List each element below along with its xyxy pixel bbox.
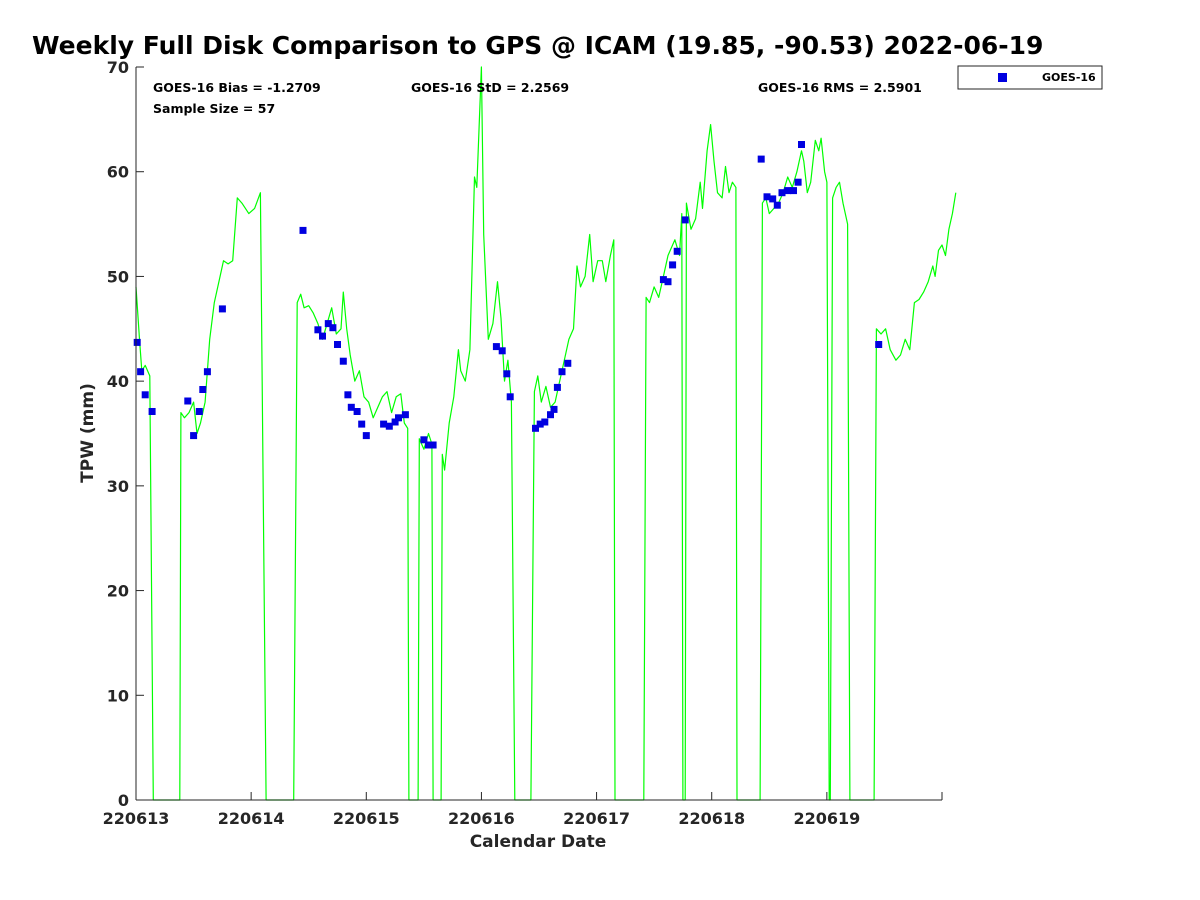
goes16-point [339,357,347,365]
x-tick-label: 220619 [793,809,860,828]
goes16-point [763,193,771,201]
goes16-point [492,343,500,351]
goes16-point [798,141,805,148]
x-tick-label: 220618 [678,809,745,828]
sample-size-stat: Sample Size = 57 [153,101,275,116]
goes16-point [425,441,432,449]
goes16-point [137,368,145,376]
x-tick-label: 220616 [448,809,515,828]
std-stat: GOES-16 StD = 2.2569 [411,80,569,95]
goes16-point [420,436,428,444]
goes16-point [669,261,677,269]
goes16-point [353,408,361,415]
x-tick-label: 220617 [563,809,630,828]
goes16-point [203,368,211,376]
legend-marker [998,73,1007,82]
goes16-point [148,408,156,415]
goes16-point [778,189,786,197]
goes16-point [790,187,797,195]
goes16-point [498,347,506,355]
goes16-point [673,247,681,255]
bias-stat: GOES-16 Bias = -1.2709 [153,80,321,95]
goes16-point [344,391,352,399]
goes16-point [532,424,539,432]
goes16-point [347,403,355,411]
goes16-point [503,370,511,378]
legend-box [957,65,1103,90]
y-tick-label: 20 [107,582,129,601]
y-tick-label: 30 [107,477,129,496]
goes16-point [380,420,388,428]
y-tick-label: 60 [107,163,129,182]
goes16-point [773,201,781,209]
goes16-point [506,393,514,401]
goes16-point [536,420,544,428]
goes16-point [429,441,437,449]
rms-stat: GOES-16 RMS = 2.5901 [758,80,922,95]
plot-area [136,67,942,800]
goes16-point [794,178,802,186]
y-ticks: 0 10 20 30 40 50 60 70 [107,58,144,810]
goes16-point [784,187,792,195]
x-ticks: 220613 220614 220615 220616 220617 220618 2206… [103,792,943,828]
legend: GOES-16 [957,65,1103,90]
goes16-point [875,341,883,348]
goes16-point [401,411,409,419]
x-axis-label: Calendar Date [470,832,607,852]
goes16-point [324,320,332,328]
y-tick-label: 50 [107,267,129,286]
goes16-point [314,326,322,334]
axes [135,67,942,801]
goes16-point [133,338,141,346]
legend-label-goes16: GOES-16 [1042,71,1096,84]
goes16-point [769,195,777,203]
goes16-point [362,432,370,440]
x-tick-label: 220615 [333,809,400,828]
goes16-point [184,397,192,405]
goes16-point [558,368,566,376]
y-tick-label: 10 [107,686,129,705]
goes16-point [659,276,667,284]
goes16-point [358,420,366,428]
goes16-point [218,305,226,313]
goes16-point [141,391,149,399]
goes16-point [541,418,549,426]
goes16-point [385,422,393,430]
y-tick-label: 70 [107,58,129,77]
goes16-point [199,386,207,393]
goes16-point [319,332,326,340]
goes16-point [299,226,307,234]
goes16-point [329,324,337,332]
goes16-points [133,141,883,449]
goes16-point [757,155,765,163]
goes16-point [334,341,341,348]
goes16-point [553,383,561,391]
goes16-point [395,414,402,422]
y-axis-label: TPW (mm) [78,383,98,483]
goes16-point [391,418,399,426]
goes16-point [681,216,689,224]
x-tick-label: 220614 [218,809,285,828]
goes16-point [664,278,672,286]
y-tick-label: 40 [107,372,129,391]
x-tick-label: 220613 [103,809,170,828]
goes16-point [190,432,198,440]
goes16-point [195,408,203,415]
goes16-point [547,411,554,419]
goes16-point [564,359,572,367]
goes16-point [550,405,558,413]
y-tick-label: 0 [118,791,129,810]
chart-title: Weekly Full Disk Comparison to GPS @ ICA… [32,31,1043,60]
